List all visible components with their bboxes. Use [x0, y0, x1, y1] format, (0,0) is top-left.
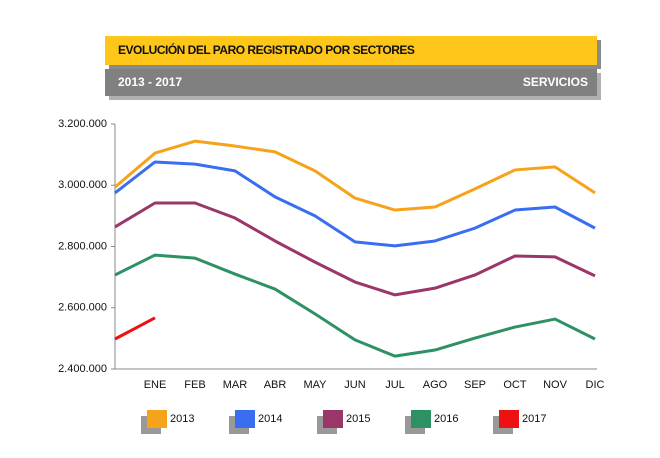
series-line — [114, 139, 596, 212]
period: 2013 - 2017 — [118, 75, 182, 89]
x-tick-label: OCT — [503, 379, 527, 391]
x-tick-label: SEP — [464, 379, 486, 391]
x-tick-label: JUN — [344, 379, 365, 391]
y-tick-label: 3.200.000 — [58, 118, 107, 130]
legend-swatch — [499, 410, 519, 428]
legend-label: 2013 — [170, 413, 194, 425]
series-line — [114, 253, 596, 358]
legend-swatch — [411, 410, 431, 428]
x-tick-label: ABR — [264, 379, 287, 391]
title-bar — [105, 36, 597, 65]
legend-label: 2017 — [522, 413, 546, 425]
y-tick-label: 2.400.000 — [58, 363, 107, 375]
legend-swatch — [147, 410, 167, 428]
legend-label: 2015 — [346, 413, 370, 425]
x-tick-label: ENE — [144, 379, 167, 391]
x-tick-label: JUL — [385, 379, 405, 391]
x-tick-label: MAY — [303, 379, 327, 391]
x-tick-label: DIC — [586, 379, 605, 391]
legend-swatch — [235, 410, 255, 428]
legend-label: 2016 — [434, 413, 458, 425]
x-tick-label: NOV — [543, 379, 568, 391]
y-tick-label: 2.800.000 — [58, 240, 107, 252]
subtitle-bar — [105, 69, 597, 96]
sector: SERVICIOS — [523, 75, 588, 89]
x-tick-label: FEB — [184, 379, 205, 391]
legend-label: 2014 — [258, 413, 282, 425]
series-line — [114, 316, 156, 341]
y-tick-label: 2.600.000 — [58, 302, 107, 314]
chart-title: EVOLUCIÓN DEL PARO REGISTRADO POR SECTOR… — [118, 42, 415, 57]
x-tick-label: MAR — [223, 379, 248, 391]
series-line — [114, 201, 596, 297]
x-tick-label: AGO — [423, 379, 448, 391]
legend-swatch — [323, 410, 343, 428]
series-line — [114, 160, 596, 248]
y-tick-label: 3.000.000 — [58, 179, 107, 191]
